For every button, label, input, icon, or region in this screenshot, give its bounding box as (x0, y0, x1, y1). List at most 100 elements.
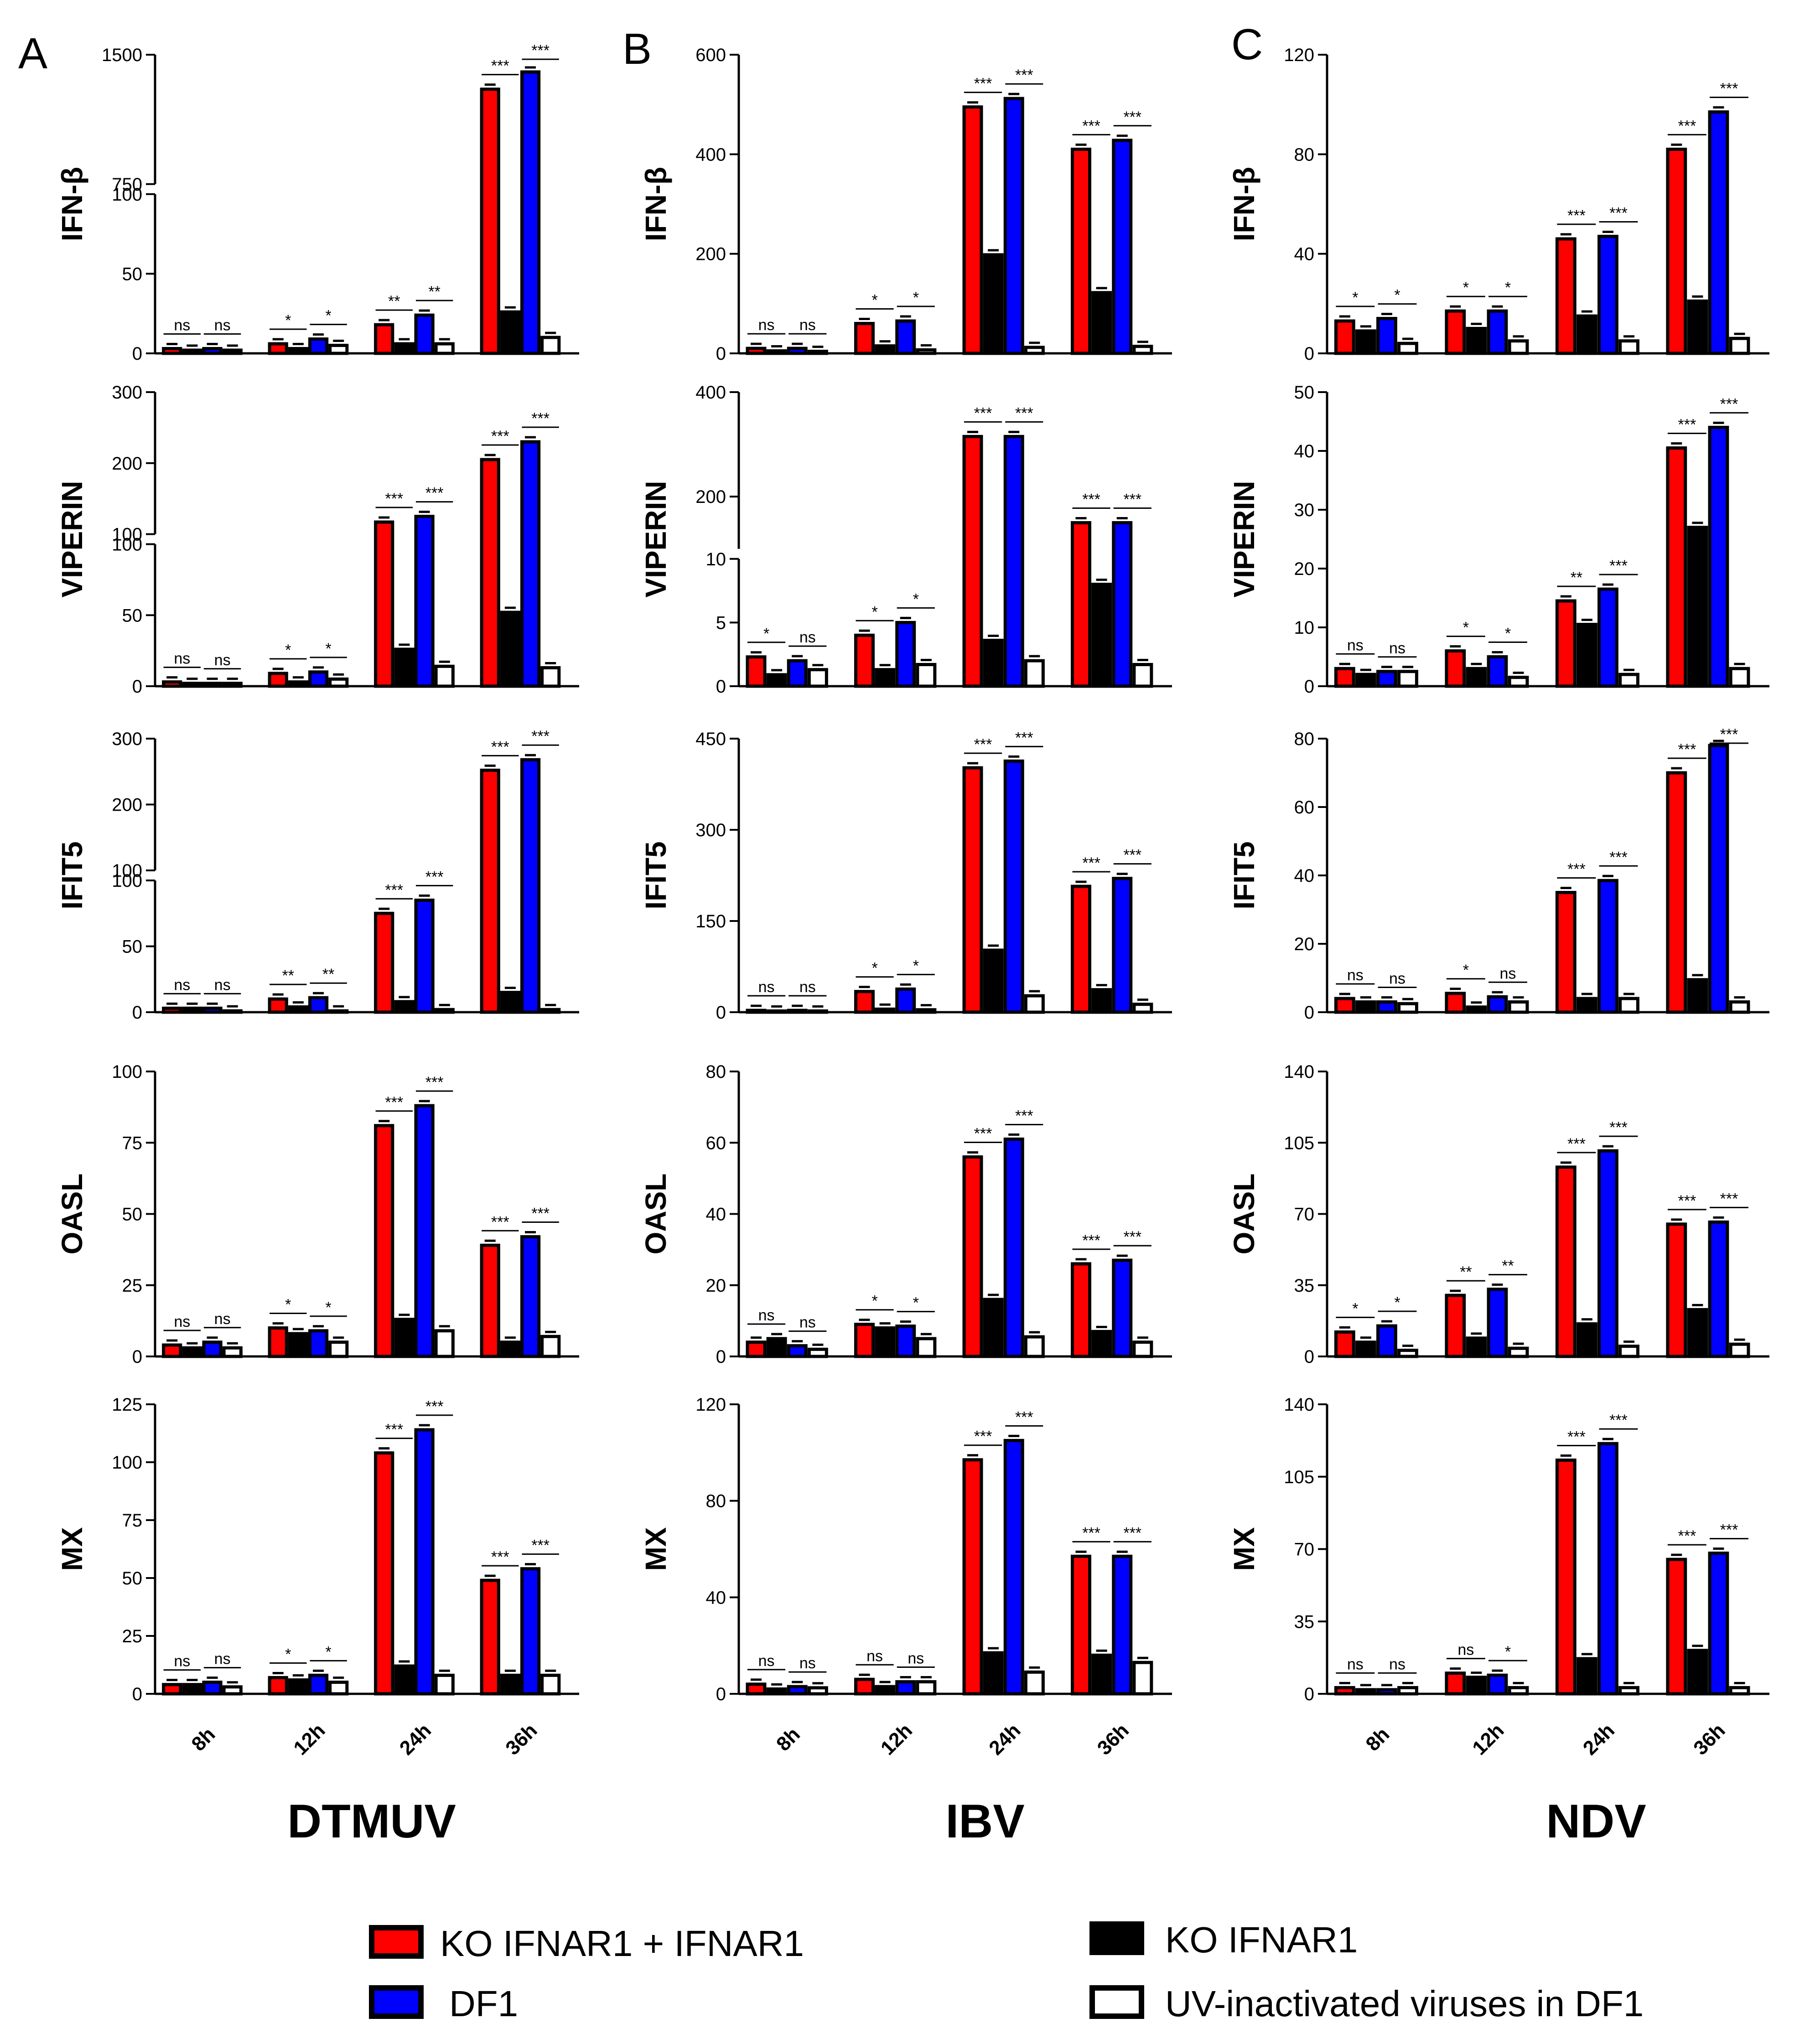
bar-12h-series-2 (308, 670, 329, 688)
bar-8h-series-2 (1376, 670, 1397, 688)
bar-12h-series-1 (1466, 1336, 1487, 1358)
virus-label-ibv: IBV (945, 1795, 1024, 1848)
y-tick-label: 0 (1304, 344, 1314, 364)
bar-8h-series-3 (222, 1346, 243, 1358)
sig-label: *** (1678, 416, 1696, 434)
bar-36h-series-2 (520, 1235, 541, 1358)
y-axis-label: IFN-β (56, 167, 88, 241)
bar-36h-series-0 (480, 1578, 500, 1696)
bar-8h-series-0 (746, 1009, 767, 1014)
sig-label: ns (758, 1652, 775, 1670)
sig-label: *** (491, 1548, 509, 1566)
bar-24h-series-2 (1003, 1137, 1024, 1358)
bar-24h-series-0 (962, 105, 983, 355)
bar-12h-series-1 (1466, 667, 1487, 688)
sig-label: *** (1609, 204, 1628, 222)
bar-12h-series-2 (895, 1680, 916, 1696)
y-tick-label: 75 (122, 1133, 143, 1153)
y-axis-label: VIPERIN (1228, 481, 1260, 597)
sig-label: ns (1389, 640, 1405, 657)
bar-8h-series-2 (202, 682, 223, 688)
sig-label: *** (385, 490, 403, 507)
sig-label: ** (1571, 569, 1582, 586)
y-tick-label: 100 (112, 861, 142, 881)
sig-label: ns (866, 1647, 883, 1665)
bar-8h-series-1 (766, 349, 787, 355)
bar-8h-series-0 (1334, 997, 1355, 1014)
bar-8h-series-1 (1355, 1000, 1376, 1014)
y-tick-label: 0 (132, 344, 142, 364)
y-tick-label: 0 (132, 1347, 142, 1367)
bar-36h-series-2 (1112, 1258, 1133, 1358)
bar-36h-series-0 (480, 458, 500, 688)
sig-label: ns (799, 629, 816, 646)
bar-8h-series-0 (162, 1006, 182, 1014)
y-tick-label: 100 (112, 525, 142, 545)
bar-12h-series-0 (1445, 649, 1466, 688)
y-tick-label: 5 (716, 613, 726, 633)
sig-label: *** (425, 1074, 444, 1091)
y-tick-label: 140 (1284, 1395, 1314, 1415)
y-tick-label: 100 (112, 1453, 142, 1473)
sig-label: ** (388, 293, 400, 310)
legend-swatch-ko-plus (369, 1925, 424, 1959)
bar-8h-series-3 (1397, 1002, 1418, 1014)
y-axis-label: OASL (56, 1174, 88, 1255)
bar-24h-series-2 (414, 515, 435, 688)
bar-8h-series-1 (766, 1009, 787, 1014)
sig-label: *** (1609, 1119, 1628, 1136)
bar-24h-series-1 (394, 1000, 415, 1014)
bar-12h-series-2 (895, 987, 916, 1014)
sig-label: *** (1082, 117, 1100, 135)
bar-36h-series-0 (1666, 771, 1687, 1014)
bar-12h-series-1 (288, 1678, 308, 1696)
bar-36h-series-2 (520, 440, 541, 688)
y-tick-label: 750 (112, 175, 142, 195)
bar-24h-series-1 (1576, 997, 1597, 1014)
bar-12h-series-1 (1466, 1005, 1487, 1014)
bar-12h-series-3 (328, 344, 349, 355)
bar-8h-series-0 (162, 680, 182, 688)
sig-label: ns (1347, 636, 1364, 654)
y-tick-label: 200 (112, 795, 142, 815)
bar-12h-series-3 (1508, 1000, 1529, 1014)
bar-8h-series-3 (807, 1347, 828, 1358)
bar-36h-series-1 (500, 991, 520, 1014)
bar-12h-series-0 (854, 322, 875, 355)
bar-24h-series-3 (434, 1673, 455, 1696)
y-tick-label: 50 (122, 605, 143, 626)
bar-24h-series-0 (1555, 599, 1577, 688)
bar-24h-series-0 (1555, 1458, 1577, 1696)
bar-8h-series-3 (807, 1686, 828, 1696)
bar-8h-series-1 (182, 682, 202, 688)
sig-label: ns (214, 652, 231, 669)
y-axis-label: MX (639, 1527, 672, 1571)
bar-36h-series-3 (1729, 1686, 1750, 1696)
bar-36h-series-2 (1112, 521, 1133, 688)
sig-label: *** (1567, 207, 1586, 224)
bar-8h-series-3 (222, 1685, 243, 1696)
bar-12h-series-3 (916, 348, 937, 355)
bar-24h-series-3 (1618, 1686, 1639, 1696)
sig-label: ** (282, 967, 294, 984)
bar-24h-series-1 (1576, 1657, 1597, 1696)
bar-36h-series-1 (1091, 1653, 1112, 1696)
bar-8h-series-1 (182, 1346, 202, 1358)
sig-label: * (326, 640, 332, 657)
y-axis-label: OASL (639, 1174, 672, 1255)
sig-label: ns (214, 1651, 231, 1668)
bar-8h-series-1 (1355, 329, 1376, 355)
sig-label: *** (385, 1421, 403, 1439)
bar-8h-series-3 (807, 1009, 828, 1014)
y-tick-label: 0 (716, 1347, 726, 1367)
bar-8h-series-0 (1334, 319, 1355, 355)
sig-label: *** (1015, 1408, 1033, 1426)
y-axis-label: IFIT5 (639, 841, 672, 909)
panel-label-a: A (18, 29, 47, 78)
sig-label: *** (1123, 1228, 1141, 1246)
bar-8h-series-2 (202, 1006, 223, 1014)
y-tick-label: 20 (1294, 559, 1315, 579)
